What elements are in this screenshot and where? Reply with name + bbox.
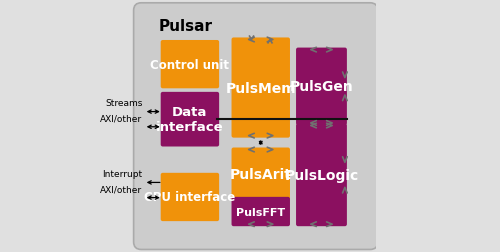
FancyBboxPatch shape [232, 148, 290, 200]
Text: CPU interface: CPU interface [144, 191, 236, 204]
Text: Streams: Streams [105, 99, 142, 108]
Text: AXI/other: AXI/other [100, 114, 142, 123]
FancyBboxPatch shape [160, 173, 219, 221]
Text: Pulsar: Pulsar [158, 19, 212, 34]
FancyBboxPatch shape [134, 4, 378, 249]
FancyBboxPatch shape [160, 92, 219, 147]
Text: PulsFFT: PulsFFT [236, 207, 286, 217]
Text: Control unit: Control unit [150, 58, 230, 71]
FancyBboxPatch shape [296, 48, 347, 125]
FancyBboxPatch shape [232, 197, 290, 226]
Text: PulsArit: PulsArit [230, 167, 292, 181]
Text: Interrupt: Interrupt [102, 169, 142, 178]
Text: Data
interface: Data interface [156, 106, 224, 134]
Text: PulsMem: PulsMem [226, 81, 296, 95]
FancyBboxPatch shape [160, 41, 219, 89]
Text: PulsLogic: PulsLogic [284, 168, 358, 182]
FancyBboxPatch shape [296, 124, 347, 226]
FancyBboxPatch shape [232, 38, 290, 138]
Text: PulsGen: PulsGen [290, 80, 354, 94]
Text: AXI/other: AXI/other [100, 184, 142, 194]
